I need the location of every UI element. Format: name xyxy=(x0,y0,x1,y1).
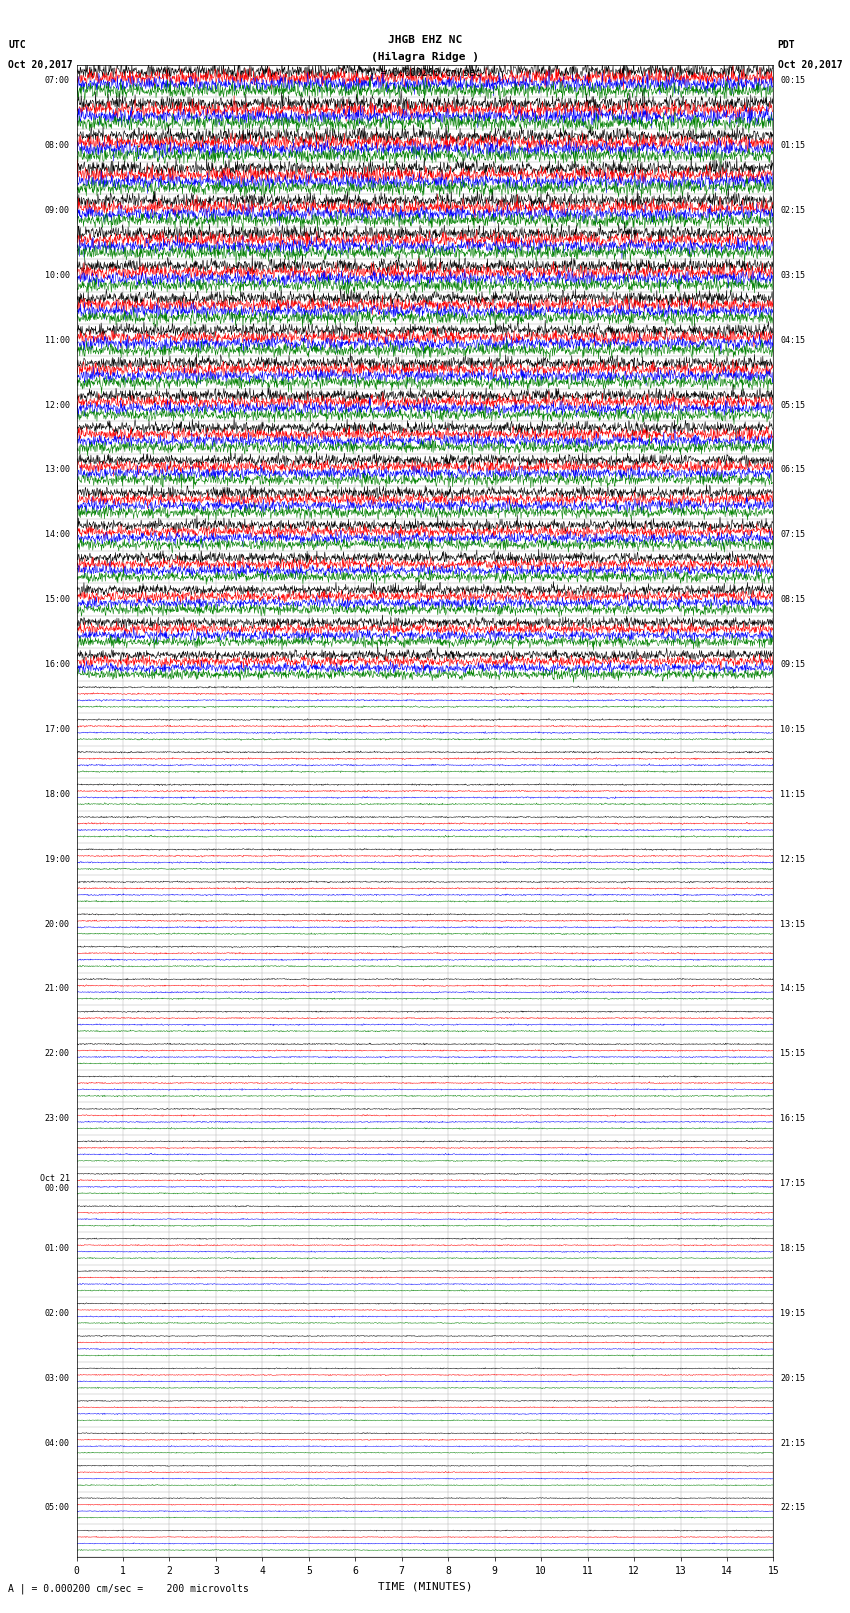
Text: 22:15: 22:15 xyxy=(780,1503,806,1513)
Text: 19:15: 19:15 xyxy=(780,1308,806,1318)
Text: 03:15: 03:15 xyxy=(780,271,806,279)
Text: 09:15: 09:15 xyxy=(780,660,806,669)
Text: (Hilagra Ridge ): (Hilagra Ridge ) xyxy=(371,52,479,61)
Text: 05:15: 05:15 xyxy=(780,400,806,410)
Text: 21:00: 21:00 xyxy=(44,984,70,994)
Text: 01:00: 01:00 xyxy=(44,1244,70,1253)
Text: 17:00: 17:00 xyxy=(44,724,70,734)
Text: 02:00: 02:00 xyxy=(44,1308,70,1318)
Text: 15:15: 15:15 xyxy=(780,1050,806,1058)
Text: Oct 21
00:00: Oct 21 00:00 xyxy=(40,1174,70,1194)
Text: UTC: UTC xyxy=(8,40,26,50)
Text: 10:15: 10:15 xyxy=(780,724,806,734)
Text: 11:15: 11:15 xyxy=(780,790,806,798)
Text: 13:15: 13:15 xyxy=(780,919,806,929)
Text: 06:15: 06:15 xyxy=(780,466,806,474)
Text: JHGB EHZ NC: JHGB EHZ NC xyxy=(388,35,462,45)
Text: 19:00: 19:00 xyxy=(44,855,70,863)
Text: Oct 20,2017: Oct 20,2017 xyxy=(778,60,842,69)
Text: 01:15: 01:15 xyxy=(780,140,806,150)
Text: 08:00: 08:00 xyxy=(44,140,70,150)
Text: 12:15: 12:15 xyxy=(780,855,806,863)
Text: 14:15: 14:15 xyxy=(780,984,806,994)
Text: 07:00: 07:00 xyxy=(44,76,70,85)
Text: 16:00: 16:00 xyxy=(44,660,70,669)
Text: Oct 20,2017: Oct 20,2017 xyxy=(8,60,73,69)
Text: 00:15: 00:15 xyxy=(780,76,806,85)
Text: 05:00: 05:00 xyxy=(44,1503,70,1513)
Text: 03:00: 03:00 xyxy=(44,1374,70,1382)
X-axis label: TIME (MINUTES): TIME (MINUTES) xyxy=(377,1581,473,1590)
Text: 10:00: 10:00 xyxy=(44,271,70,279)
Text: 12:00: 12:00 xyxy=(44,400,70,410)
Text: 14:00: 14:00 xyxy=(44,531,70,539)
Text: 23:00: 23:00 xyxy=(44,1115,70,1123)
Text: 13:00: 13:00 xyxy=(44,466,70,474)
Text: 18:15: 18:15 xyxy=(780,1244,806,1253)
Text: 04:00: 04:00 xyxy=(44,1439,70,1447)
Text: | = 0.000200 cm/sec: | = 0.000200 cm/sec xyxy=(369,68,481,79)
Text: PDT: PDT xyxy=(778,40,796,50)
Text: 22:00: 22:00 xyxy=(44,1050,70,1058)
Text: 08:15: 08:15 xyxy=(780,595,806,605)
Text: 15:00: 15:00 xyxy=(44,595,70,605)
Text: 16:15: 16:15 xyxy=(780,1115,806,1123)
Text: A | = 0.000200 cm/sec =    200 microvolts: A | = 0.000200 cm/sec = 200 microvolts xyxy=(8,1582,249,1594)
Text: 04:15: 04:15 xyxy=(780,336,806,345)
Text: 20:00: 20:00 xyxy=(44,919,70,929)
Text: 18:00: 18:00 xyxy=(44,790,70,798)
Text: 17:15: 17:15 xyxy=(780,1179,806,1189)
Text: 21:15: 21:15 xyxy=(780,1439,806,1447)
Text: 02:15: 02:15 xyxy=(780,206,806,215)
Text: 07:15: 07:15 xyxy=(780,531,806,539)
Text: 11:00: 11:00 xyxy=(44,336,70,345)
Text: 09:00: 09:00 xyxy=(44,206,70,215)
Text: 20:15: 20:15 xyxy=(780,1374,806,1382)
